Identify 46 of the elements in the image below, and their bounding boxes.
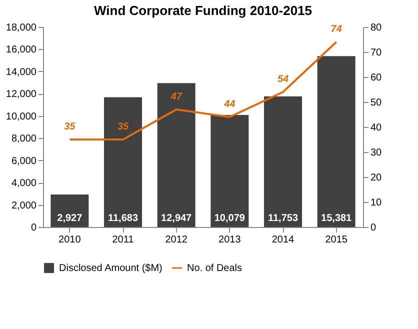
y2-tick-label: 60 — [370, 72, 382, 84]
data-label: 15,381 — [321, 213, 352, 224]
bar — [50, 194, 89, 227]
data-label: 11,753 — [268, 213, 298, 224]
data-label: 12,947 — [161, 213, 192, 224]
legend-label: No. of Deals — [187, 263, 242, 274]
y-tick-label: 10,000 — [6, 111, 37, 122]
bar — [317, 56, 356, 227]
data-label: 35 — [64, 122, 76, 132]
legend-label: Disclosed Amount ($M) — [59, 263, 162, 274]
bar — [104, 97, 142, 227]
y-tick-label: 8,000 — [11, 134, 37, 145]
data-label: 10,079 — [214, 213, 246, 224]
x-tick-label: 2012 — [165, 234, 188, 246]
y2-tick-label: 80 — [370, 22, 382, 34]
y-tick-label: 16,000 — [6, 44, 37, 56]
chart-title: Wind Corporate Funding 2010-2015 — [94, 3, 312, 18]
bar — [264, 96, 302, 227]
y-tick-label: 6,000 — [11, 156, 37, 167]
y2-tick-label: 40 — [370, 122, 382, 134]
data-label: 2,927 — [57, 213, 83, 224]
y2-tick-label: 30 — [370, 148, 382, 158]
y-tick-label: 12,000 — [6, 89, 37, 100]
data-label: 74 — [330, 24, 342, 35]
data-label: 44 — [223, 99, 236, 110]
data-label: 35 — [117, 122, 129, 132]
y-tick-label: 4,000 — [11, 178, 37, 190]
y2-tick-label: 0 — [370, 222, 376, 234]
data-label: 11,683 — [108, 213, 138, 224]
x-tick-label: 2013 — [218, 234, 242, 246]
bar — [210, 115, 249, 227]
x-tick-label: 2011 — [112, 234, 134, 246]
y-tick-label: 2,000 — [11, 200, 37, 212]
y2-tick-label: 10 — [370, 198, 382, 208]
bar — [157, 83, 196, 227]
y-tick-label: 18,000 — [6, 22, 37, 34]
y-tick-label: 0 — [30, 222, 37, 234]
x-tick-label: 2010 — [58, 234, 82, 246]
x-tick-label: 2014 — [272, 234, 295, 246]
y-tick-label: 14,000 — [6, 66, 37, 78]
x-tick-label: 2015 — [325, 234, 348, 246]
y2-tick-label: 70 — [370, 48, 382, 58]
y2-tick-label: 50 — [370, 98, 382, 108]
data-label: 54 — [277, 74, 289, 85]
data-label: 47 — [170, 92, 182, 102]
y2-tick-label: 20 — [370, 172, 382, 184]
